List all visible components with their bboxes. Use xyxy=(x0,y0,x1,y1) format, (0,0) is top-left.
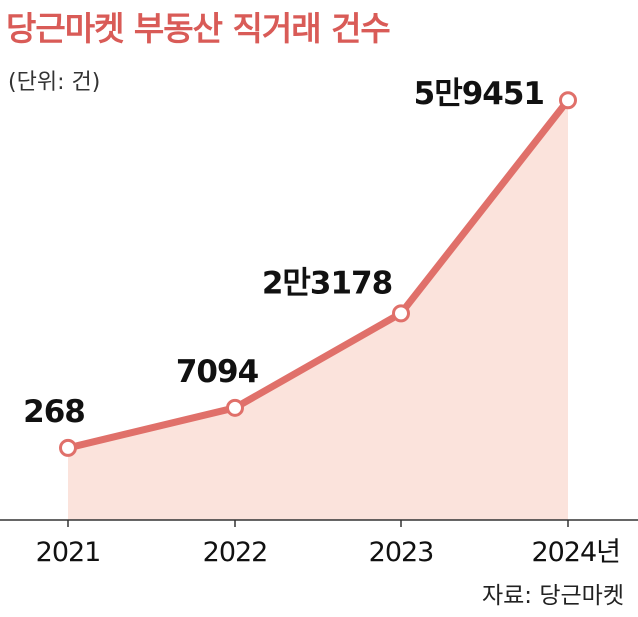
x-tick-label-2023: 2023 xyxy=(369,537,434,568)
source-note: 자료: 당근마켓 xyxy=(481,583,624,609)
x-tick-label-2021: 2021 xyxy=(36,537,101,568)
data-label-2021: 268 xyxy=(23,394,85,430)
unit-label: (단위: 건) xyxy=(8,70,101,95)
chart-title: 당근마켓 부동산 직거래 건수 xyxy=(6,9,391,48)
data-point-2022 xyxy=(226,398,244,417)
x-tick-label-2024: 2024년 xyxy=(531,537,620,568)
data-point-2021 xyxy=(59,438,77,457)
area-fill xyxy=(68,100,568,520)
data-point-2023 xyxy=(392,304,410,323)
x-tick-label-2022: 2022 xyxy=(203,537,268,568)
data-label-2022: 7094 xyxy=(176,354,259,390)
data-label-2023: 2만3178 xyxy=(262,265,392,301)
data-label-2024: 5만9451 xyxy=(414,76,544,112)
series-line xyxy=(64,96,572,452)
data-point-2024 xyxy=(559,91,577,110)
